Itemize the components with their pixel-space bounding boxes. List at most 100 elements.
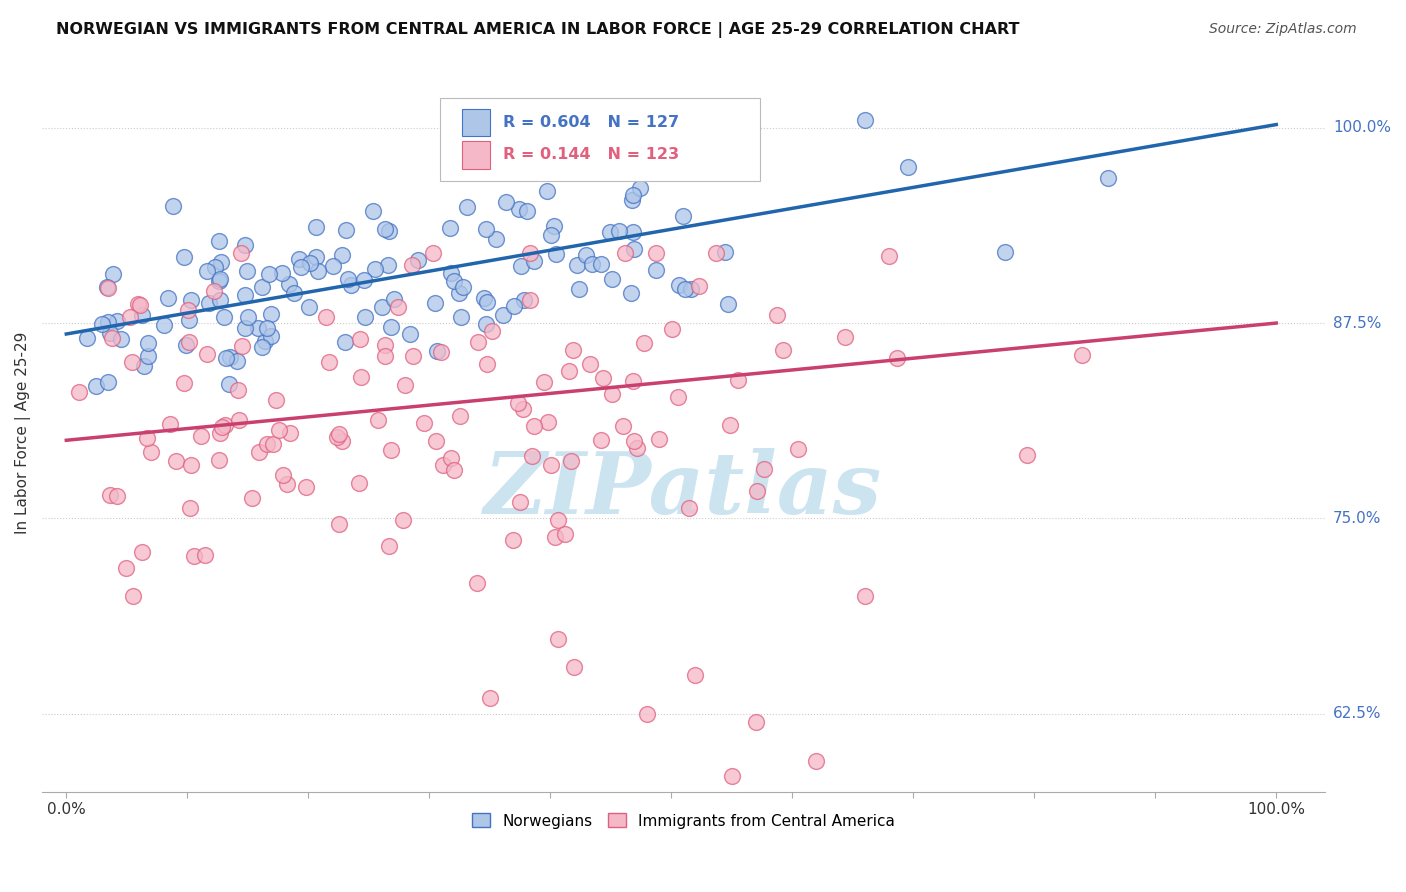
Point <box>174 337 197 351</box>
Point <box>672 209 695 223</box>
Point <box>472 291 495 305</box>
Point <box>165 453 187 467</box>
Text: R = 0.604   N = 127: R = 0.604 N = 127 <box>502 115 679 130</box>
Point <box>177 302 200 317</box>
Point <box>226 383 249 397</box>
Point <box>233 238 256 252</box>
Legend: Norwegians, Immigrants from Central America: Norwegians, Immigrants from Central Amer… <box>465 807 901 835</box>
Point <box>673 282 696 296</box>
Point <box>599 225 621 239</box>
Point <box>443 275 465 289</box>
FancyBboxPatch shape <box>440 98 761 181</box>
Point <box>132 359 155 374</box>
Point <box>105 314 128 328</box>
Point <box>283 285 305 300</box>
Point <box>322 259 344 273</box>
Point <box>623 243 645 257</box>
Point <box>704 245 727 260</box>
Point <box>247 445 270 459</box>
Point <box>197 295 219 310</box>
FancyBboxPatch shape <box>461 141 489 169</box>
Point <box>328 427 350 442</box>
Point <box>246 321 269 335</box>
Point <box>688 278 710 293</box>
Point <box>523 419 546 434</box>
Point <box>387 300 409 314</box>
Point <box>278 277 301 291</box>
Point <box>298 256 321 270</box>
Point <box>229 245 252 260</box>
Point <box>180 458 202 472</box>
Point <box>752 462 775 476</box>
Point <box>330 434 353 448</box>
Point <box>361 203 384 218</box>
Point <box>519 293 541 307</box>
Point <box>208 453 231 467</box>
Point <box>648 432 671 446</box>
Point <box>430 345 453 359</box>
Point <box>621 374 644 388</box>
Point <box>544 247 567 261</box>
Point <box>159 417 181 431</box>
Point <box>1097 171 1119 186</box>
Point <box>564 660 586 674</box>
Point <box>250 280 273 294</box>
Point <box>183 549 205 563</box>
Point <box>195 263 218 277</box>
Point <box>666 390 689 404</box>
Point <box>218 351 240 365</box>
Point <box>485 232 508 246</box>
Point <box>231 339 253 353</box>
Point <box>495 194 517 209</box>
Point <box>516 203 538 218</box>
Point <box>447 285 470 300</box>
Point <box>614 245 637 260</box>
Text: Source: ZipAtlas.com: Source: ZipAtlas.com <box>1209 22 1357 37</box>
Point <box>153 318 176 332</box>
Point <box>139 445 162 459</box>
Point <box>305 251 328 265</box>
Point <box>209 255 232 269</box>
Point <box>591 257 613 271</box>
Point <box>131 308 153 322</box>
Point <box>558 364 581 378</box>
Point <box>547 513 569 527</box>
Text: NORWEGIAN VS IMMIGRANTS FROM CENTRAL AMERICA IN LABOR FORCE | AGE 25-29 CORRELAT: NORWEGIAN VS IMMIGRANTS FROM CENTRAL AME… <box>56 22 1019 38</box>
Point <box>412 417 434 431</box>
Point <box>475 221 498 235</box>
Point <box>240 491 263 506</box>
Point <box>307 264 329 278</box>
Point <box>612 418 634 433</box>
Point <box>194 548 217 562</box>
Point <box>554 526 576 541</box>
Point <box>110 332 132 346</box>
Point <box>621 193 644 207</box>
Point <box>266 393 288 408</box>
Point <box>294 480 316 494</box>
Point <box>449 409 471 423</box>
Point <box>897 161 920 175</box>
Point <box>214 310 236 324</box>
Point <box>127 297 149 311</box>
Point <box>994 245 1017 260</box>
Point <box>512 402 534 417</box>
Point <box>105 490 128 504</box>
Point <box>121 355 143 369</box>
Point <box>621 225 644 239</box>
Point <box>440 450 463 465</box>
Point <box>177 313 200 327</box>
Point <box>717 297 740 311</box>
Point <box>97 315 120 329</box>
Point <box>1071 348 1094 362</box>
Point <box>432 458 454 472</box>
Point <box>544 530 567 544</box>
Point <box>128 298 150 312</box>
Point <box>439 221 461 235</box>
Point <box>392 513 415 527</box>
Point <box>97 281 120 295</box>
Point <box>136 349 159 363</box>
Point <box>180 293 202 307</box>
Point <box>620 285 643 300</box>
Point <box>481 324 503 338</box>
Point <box>257 267 280 281</box>
